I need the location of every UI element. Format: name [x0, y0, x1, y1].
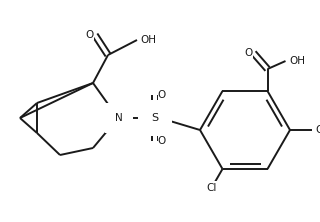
Text: OH: OH — [290, 56, 306, 66]
Text: O: O — [158, 90, 166, 100]
Text: Cl: Cl — [316, 125, 320, 135]
Text: O: O — [244, 48, 252, 58]
Text: Cl: Cl — [206, 183, 217, 193]
Text: S: S — [151, 113, 159, 123]
Text: O: O — [158, 136, 166, 146]
Text: O: O — [86, 30, 94, 40]
Text: OH: OH — [140, 35, 156, 45]
Text: N: N — [115, 113, 123, 123]
